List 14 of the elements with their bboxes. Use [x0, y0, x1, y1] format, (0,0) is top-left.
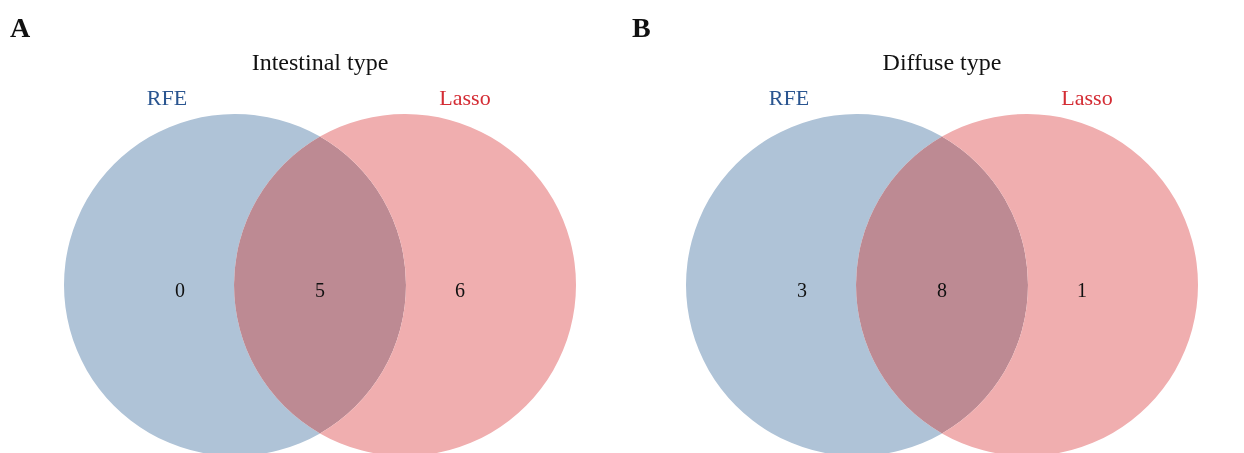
category-label: Lasso — [1061, 85, 1113, 110]
data-label: 1 — [1077, 279, 1087, 301]
category-label: Lasso — [439, 85, 491, 110]
text: Intestinal type — [251, 49, 389, 75]
text: Diffuse type — [882, 49, 1002, 75]
data-label: 8 — [937, 279, 947, 301]
category-label: RFE — [768, 85, 810, 110]
category-label: RFE — [146, 85, 188, 110]
data-label: 3 — [797, 279, 807, 301]
data-label: 5 — [315, 279, 325, 301]
text: A — [10, 12, 31, 43]
text: B — [632, 12, 651, 43]
data-label: 0 — [175, 279, 185, 301]
data-label: 6 — [455, 279, 465, 301]
